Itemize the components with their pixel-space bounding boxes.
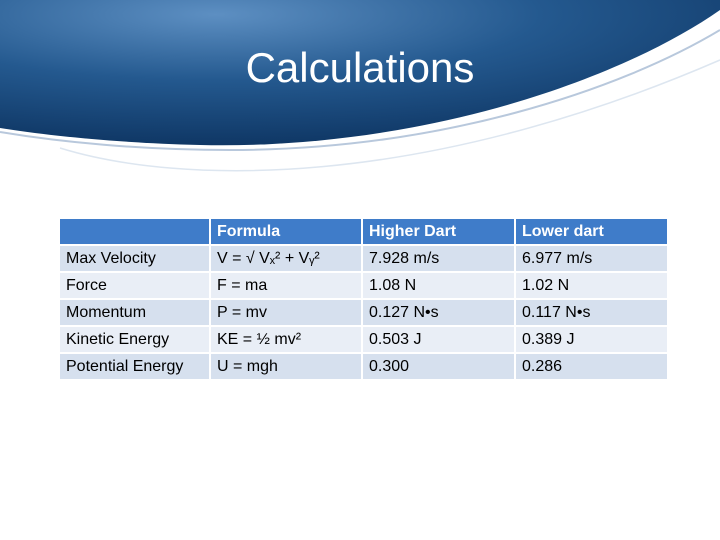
table-cell: U = mgh [211, 354, 361, 379]
header-cell [60, 219, 209, 244]
table-cell: 7.928 m/s [363, 246, 514, 271]
header-cell: Higher Dart [363, 219, 514, 244]
table-cell: 0.503 J [363, 327, 514, 352]
table-cell: 6.977 m/s [516, 246, 667, 271]
table-cell: 0.127 N•s [363, 300, 514, 325]
data-table: Formula Higher Dart Lower dart Max Veloc… [58, 217, 669, 381]
table-cell: 0.300 [363, 354, 514, 379]
table-cell: V = √ Vₓ² + Vᵧ² [211, 246, 361, 271]
row-label: Momentum [60, 300, 209, 325]
row-label: Max Velocity [60, 246, 209, 271]
table-cell: 1.08 N [363, 273, 514, 298]
banner-line [0, 29, 720, 152]
header-row: Formula Higher Dart Lower dart [60, 219, 667, 244]
row-label: Force [60, 273, 209, 298]
table-cell: KE = ½ mv² [211, 327, 361, 352]
row-label: Potential Energy [60, 354, 209, 379]
table-body: Max Velocity V = √ Vₓ² + Vᵧ² 7.928 m/s 6.97… [60, 246, 667, 379]
table-cell: 0.117 N•s [516, 300, 667, 325]
banner [0, 0, 720, 172]
header-cell: Lower dart [516, 219, 667, 244]
banner-line [59, 59, 720, 172]
table-row: Force F = ma 1.08 N 1.02 N [60, 273, 667, 298]
slide-title: Calculations [245, 44, 475, 91]
table-cell: 0.286 [516, 354, 667, 379]
table-row: Max Velocity V = √ Vₓ² + Vᵧ² 7.928 m/s 6.97… [60, 246, 667, 271]
table-row: Potential Energy U = mgh 0.300 0.286 [60, 354, 667, 379]
table-cell: 0.389 J [516, 327, 667, 352]
table-row: Momentum P = mv 0.127 N•s 0.117 N•s [60, 300, 667, 325]
table-cell: F = ma [211, 273, 361, 298]
row-label: Kinetic Energy [60, 327, 209, 352]
table-cell: P = mv [211, 300, 361, 325]
banner-shape [0, 0, 720, 146]
header-cell: Formula [211, 219, 361, 244]
table-row: Kinetic Energy KE = ½ mv² 0.503 J 0.389 J [60, 327, 667, 352]
table-cell: 1.02 N [516, 273, 667, 298]
